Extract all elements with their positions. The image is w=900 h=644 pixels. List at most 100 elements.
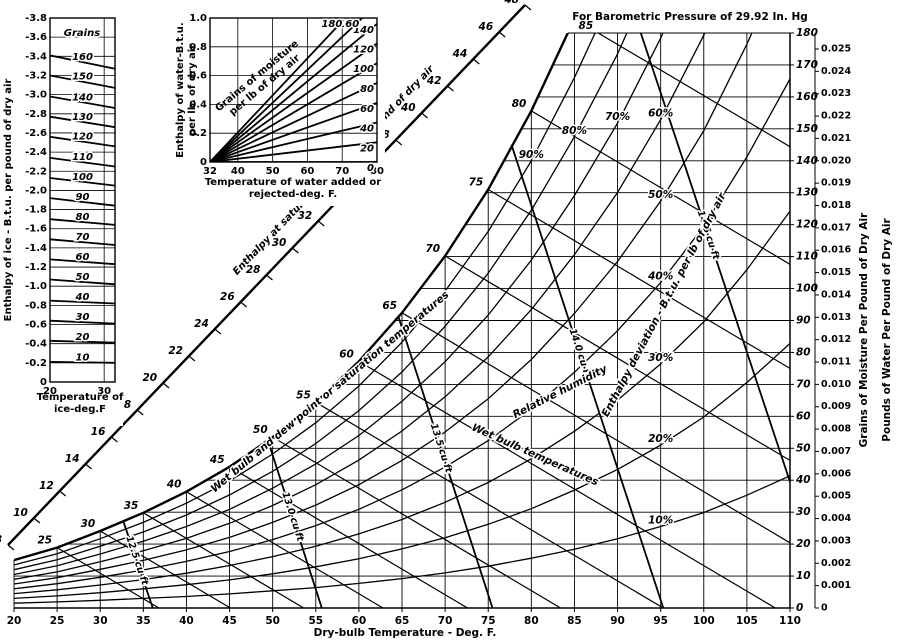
y-tick-label: 100 xyxy=(796,283,818,295)
y-tick-label: -2.0 xyxy=(25,185,47,196)
enthalpy-tick-label: 42 xyxy=(426,75,442,87)
wet-bulb-label: 60 xyxy=(339,348,354,360)
series-label: 70 xyxy=(76,232,90,243)
x-tick-label: 40 xyxy=(179,615,194,627)
y2-tick-label: 0.024 xyxy=(821,66,851,77)
y-tick-label: 0 xyxy=(200,157,207,168)
humidity-curve xyxy=(14,33,753,585)
inset-line xyxy=(50,197,115,207)
series-label: 60 xyxy=(76,252,90,263)
y2-tick-label: 0.022 xyxy=(821,111,851,122)
y2-axis-title: Pounds of Water Per Pound of Dry Air xyxy=(881,217,893,441)
y-tick-label: 0.8 xyxy=(189,42,207,53)
inset-line xyxy=(210,42,377,162)
x-tick-label: 35 xyxy=(136,615,151,627)
y2-tick-label: 0.020 xyxy=(821,155,851,166)
enthalpy-tick xyxy=(395,139,403,146)
inset-line xyxy=(50,361,115,364)
enthalpy-tick-label: 40 xyxy=(400,102,416,114)
wet-bulb-label: 70 xyxy=(425,243,440,255)
humidity-label: 90% xyxy=(519,149,544,161)
y2-tick-label: 0.003 xyxy=(821,535,851,546)
series-label: 80 xyxy=(76,212,90,223)
humidity-curve xyxy=(14,33,706,580)
x-tick-label: 50 xyxy=(265,615,280,627)
humidity-curve xyxy=(14,78,790,590)
enthalpy-tick xyxy=(472,58,480,65)
inset-line xyxy=(50,299,115,305)
humidity-curve xyxy=(14,343,790,600)
series-label: 20 xyxy=(360,143,374,154)
enthalpy-tick xyxy=(136,409,144,416)
y-axis-title: Enthalpy of water-B.t.u. per lb. of dry … xyxy=(175,22,198,158)
y-tick-label: -1.4 xyxy=(25,243,47,254)
y2-tick-label: 0.005 xyxy=(821,491,851,502)
series-label: 40 xyxy=(359,124,374,135)
y-tick-label: 0 xyxy=(796,602,803,614)
enthalpy-tick xyxy=(291,247,299,254)
y2-tick-label: 0.025 xyxy=(821,43,851,54)
series-label: 80 xyxy=(360,84,374,95)
humidity-curve xyxy=(14,210,790,595)
series-label: 100 xyxy=(72,172,93,183)
y-tick-label: 90 xyxy=(796,315,811,327)
x-tick-label: 80 xyxy=(524,615,539,627)
wet-bulb-line xyxy=(272,436,561,608)
series-label: 0 xyxy=(367,163,374,174)
y-tick-label: 20 xyxy=(796,538,811,550)
y2-tick-label: 0.006 xyxy=(821,468,851,479)
y-tick-label: -2.6 xyxy=(25,128,47,139)
plot-area xyxy=(210,18,377,162)
inset-line xyxy=(50,319,115,325)
humidity-label: 10% xyxy=(648,515,673,527)
humidity-label: 20% xyxy=(648,433,673,445)
y2-tick-label: 0.007 xyxy=(821,446,851,457)
x-axis-title-box: Temperature of ice-deg.F xyxy=(37,392,124,415)
series-label: 90 xyxy=(76,192,90,203)
enthalpy-tick xyxy=(421,112,428,119)
enthalpy-tick-label: 8 xyxy=(0,534,2,546)
wet-bulb-label: 50 xyxy=(253,424,268,436)
enthalpy-tick-label: 22 xyxy=(168,345,183,357)
humidity-curve xyxy=(14,33,664,576)
x-axis-title: Dry-bulb Temperature - Deg. F. xyxy=(314,627,497,639)
x-tick-label: 20 xyxy=(7,615,22,627)
plot-area xyxy=(50,54,115,364)
x-tick-label: 70 xyxy=(335,166,349,177)
inset-frame xyxy=(49,17,116,383)
y-tick-label: -2.8 xyxy=(25,109,47,120)
series-label: 130 xyxy=(72,112,93,123)
y-axis-title-group: Enthalpy of water-B.t.u. per lb. of dry … xyxy=(175,22,198,158)
y-tick-label: -1.6 xyxy=(25,224,47,235)
series-label: 160 xyxy=(338,19,359,30)
series-label: 110 xyxy=(72,152,93,163)
y-tick-label: 70 xyxy=(796,378,811,390)
inset-line xyxy=(210,82,377,162)
enthalpy-tick-label: 20 xyxy=(142,372,157,384)
y-tick-label: -3.6 xyxy=(25,32,47,43)
y-tick-label: 170 xyxy=(796,59,818,71)
wet-bulb-line xyxy=(597,33,790,148)
x-tick-label: 100 xyxy=(693,615,715,627)
x-tick-label: 60 xyxy=(300,166,314,177)
enthalpy-tick xyxy=(188,355,196,362)
wet-bulb-line xyxy=(315,401,664,608)
y2-tick-label: 0.002 xyxy=(821,558,851,569)
enthalpy-tick xyxy=(317,220,325,227)
x-tick-label: 50 xyxy=(266,166,280,177)
enthalpy-tick-label: 30 xyxy=(272,237,287,249)
x-tick-label: 80 xyxy=(370,166,384,177)
series-label: 60 xyxy=(360,104,374,115)
y-tick-label: 30 xyxy=(796,506,811,518)
y-tick-label: -0.2 xyxy=(25,358,47,369)
x-tick-label: 75 xyxy=(481,615,496,627)
wet-bulb-label: 40 xyxy=(166,479,182,491)
y-tick-label: 60 xyxy=(796,410,811,422)
y-tick-label: -1.0 xyxy=(25,281,47,292)
y-tick-label: 0 xyxy=(40,377,47,388)
volume-line xyxy=(397,317,494,608)
y-axis-title: Enthalpy of ice - B.t.u. per pound of dr… xyxy=(3,79,14,322)
y2-tick-label: 0.023 xyxy=(821,88,851,99)
x-tick-label: 95 xyxy=(653,615,668,627)
